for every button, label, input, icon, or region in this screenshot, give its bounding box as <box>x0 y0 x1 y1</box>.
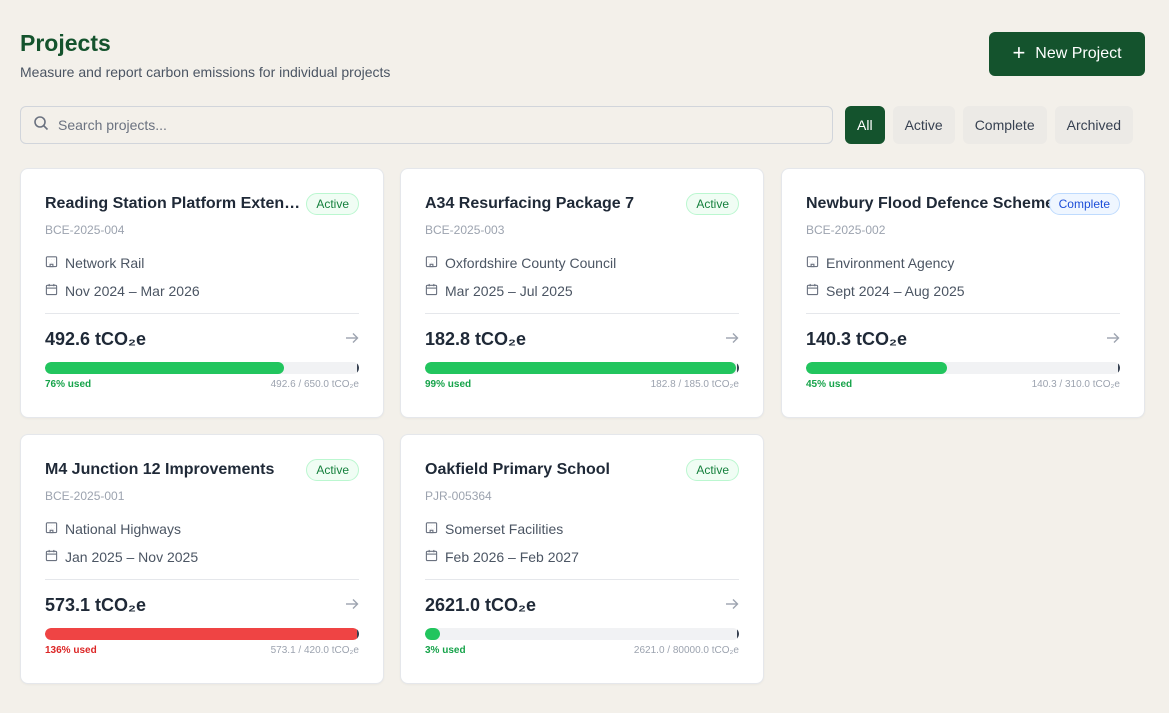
divider <box>806 313 1120 314</box>
client-name: Somerset Facilities <box>445 521 564 537</box>
budget-progress-bar <box>425 362 739 374</box>
date-range: Feb 2026 – Feb 2027 <box>445 549 579 565</box>
project-title[interactable]: Oakfield Primary School <box>425 461 610 478</box>
building-icon <box>45 521 58 537</box>
divider <box>45 579 359 580</box>
project-code: PJR-005364 <box>425 489 492 503</box>
status-badge: Active <box>686 193 739 215</box>
search-box[interactable] <box>20 106 833 144</box>
budget-progress-bar <box>45 628 359 640</box>
project-code: BCE-2025-004 <box>45 223 125 237</box>
building-icon <box>425 521 438 537</box>
emissions-total: 140.3 tCO₂e <box>806 329 908 349</box>
budget-ratio: 573.1 / 420.0 tCO₂e <box>270 645 359 656</box>
budget-ratio: 2621.0 / 80000.0 tCO₂e <box>633 645 739 656</box>
search-input[interactable] <box>58 117 818 133</box>
client-row: Somerset Facilities <box>425 521 563 537</box>
project-card[interactable]: Newbury Flood Defence Scheme Complete BCE-… <box>781 168 1145 418</box>
status-filter-group: All Active Complete Archived <box>845 106 1134 144</box>
calendar-icon <box>425 283 438 299</box>
client-name: Environment Agency <box>826 255 955 271</box>
project-title[interactable]: A34 Resurfacing Package 7 <box>425 195 634 212</box>
arrow-right-icon[interactable] <box>725 331 739 345</box>
page-title: Projects <box>20 30 111 56</box>
filter-complete[interactable]: Complete <box>962 106 1047 144</box>
budget-progress-fill <box>45 628 359 640</box>
budget-used-label: 99% used <box>425 379 472 390</box>
date-row: Mar 2025 – Jul 2025 <box>425 283 573 299</box>
arrow-right-icon[interactable] <box>345 331 359 345</box>
date-range: Jan 2025 – Nov 2025 <box>65 549 199 565</box>
building-icon <box>45 255 58 271</box>
calendar-icon <box>45 283 58 299</box>
project-card[interactable]: Reading Station Platform Extension Active… <box>20 168 384 418</box>
client-row: National Highways <box>45 521 181 537</box>
project-code: BCE-2025-002 <box>806 223 886 237</box>
building-icon <box>806 255 819 271</box>
date-range: Sept 2024 – Aug 2025 <box>826 283 965 299</box>
project-title[interactable]: M4 Junction 12 Improvements <box>45 461 275 478</box>
budget-progress-fill <box>425 362 736 374</box>
divider <box>425 313 739 314</box>
budget-used-label: 3% used <box>425 645 466 656</box>
date-range: Nov 2024 – Mar 2026 <box>65 283 200 299</box>
date-row: Jan 2025 – Nov 2025 <box>45 549 198 565</box>
date-row: Feb 2026 – Feb 2027 <box>425 549 579 565</box>
budget-ratio: 140.3 / 310.0 tCO₂e <box>1031 379 1120 390</box>
divider <box>425 579 739 580</box>
client-name: National Highways <box>65 521 181 537</box>
emissions-total: 573.1 tCO₂e <box>45 595 147 615</box>
calendar-icon <box>806 283 819 299</box>
client-row: Network Rail <box>45 255 144 271</box>
emissions-total: 2621.0 tCO₂e <box>425 595 537 615</box>
status-badge: Active <box>686 459 739 481</box>
budget-ratio: 182.8 / 185.0 tCO₂e <box>650 379 739 390</box>
new-project-button[interactable]: + New Project <box>989 32 1145 76</box>
project-card[interactable]: Oakfield Primary School Active PJR-005364 S… <box>400 434 764 684</box>
page-subtitle: Measure and report carbon emissions for … <box>20 64 391 80</box>
filter-active[interactable]: Active <box>892 106 955 144</box>
client-name: Oxfordshire County Council <box>445 255 617 271</box>
filter-all[interactable]: All <box>845 106 885 144</box>
client-name: Network Rail <box>65 255 145 271</box>
project-card[interactable]: M4 Junction 12 Improvements Active BCE-202… <box>20 434 384 684</box>
calendar-icon <box>45 549 58 565</box>
divider <box>45 313 359 314</box>
calendar-icon <box>425 549 438 565</box>
project-title[interactable]: Reading Station Platform Extension <box>45 195 303 212</box>
budget-used-label: 76% used <box>45 379 92 390</box>
emissions-total: 182.8 tCO₂e <box>425 329 527 349</box>
budget-progress-fill <box>806 362 948 374</box>
client-row: Environment Agency <box>806 255 954 271</box>
arrow-right-icon[interactable] <box>345 597 359 611</box>
building-icon <box>425 255 438 271</box>
search-icon <box>33 115 49 136</box>
budget-progress-bar <box>45 362 359 374</box>
emissions-total: 492.6 tCO₂e <box>45 329 147 349</box>
budget-progress-fill <box>45 362 284 374</box>
budget-used-label: 136% used <box>45 645 97 656</box>
budget-used-label: 45% used <box>806 379 853 390</box>
arrow-right-icon[interactable] <box>1106 331 1120 345</box>
filter-archived[interactable]: Archived <box>1054 106 1134 144</box>
budget-ratio: 492.6 / 650.0 tCO₂e <box>270 379 359 390</box>
project-card[interactable]: A34 Resurfacing Package 7 Active BCE-2025-… <box>400 168 764 418</box>
plus-icon: + <box>1012 40 1026 65</box>
project-code: BCE-2025-001 <box>45 489 125 503</box>
page-header: Projects Measure and report carbon emiss… <box>20 28 390 80</box>
budget-progress-bar <box>806 362 1120 374</box>
date-row: Sept 2024 – Aug 2025 <box>806 283 965 299</box>
project-code: BCE-2025-003 <box>425 223 505 237</box>
new-project-label: New Project <box>1035 45 1122 62</box>
budget-progress-fill <box>425 628 441 640</box>
status-badge: Complete <box>1048 193 1120 215</box>
project-title[interactable]: Newbury Flood Defence Scheme <box>806 195 1055 212</box>
arrow-right-icon[interactable] <box>725 597 739 611</box>
client-row: Oxfordshire County Council <box>425 255 616 271</box>
date-row: Nov 2024 – Mar 2026 <box>45 283 200 299</box>
status-badge: Active <box>306 459 359 481</box>
status-badge: Active <box>306 193 359 215</box>
budget-progress-bar <box>425 628 739 640</box>
date-range: Mar 2025 – Jul 2025 <box>445 283 573 299</box>
